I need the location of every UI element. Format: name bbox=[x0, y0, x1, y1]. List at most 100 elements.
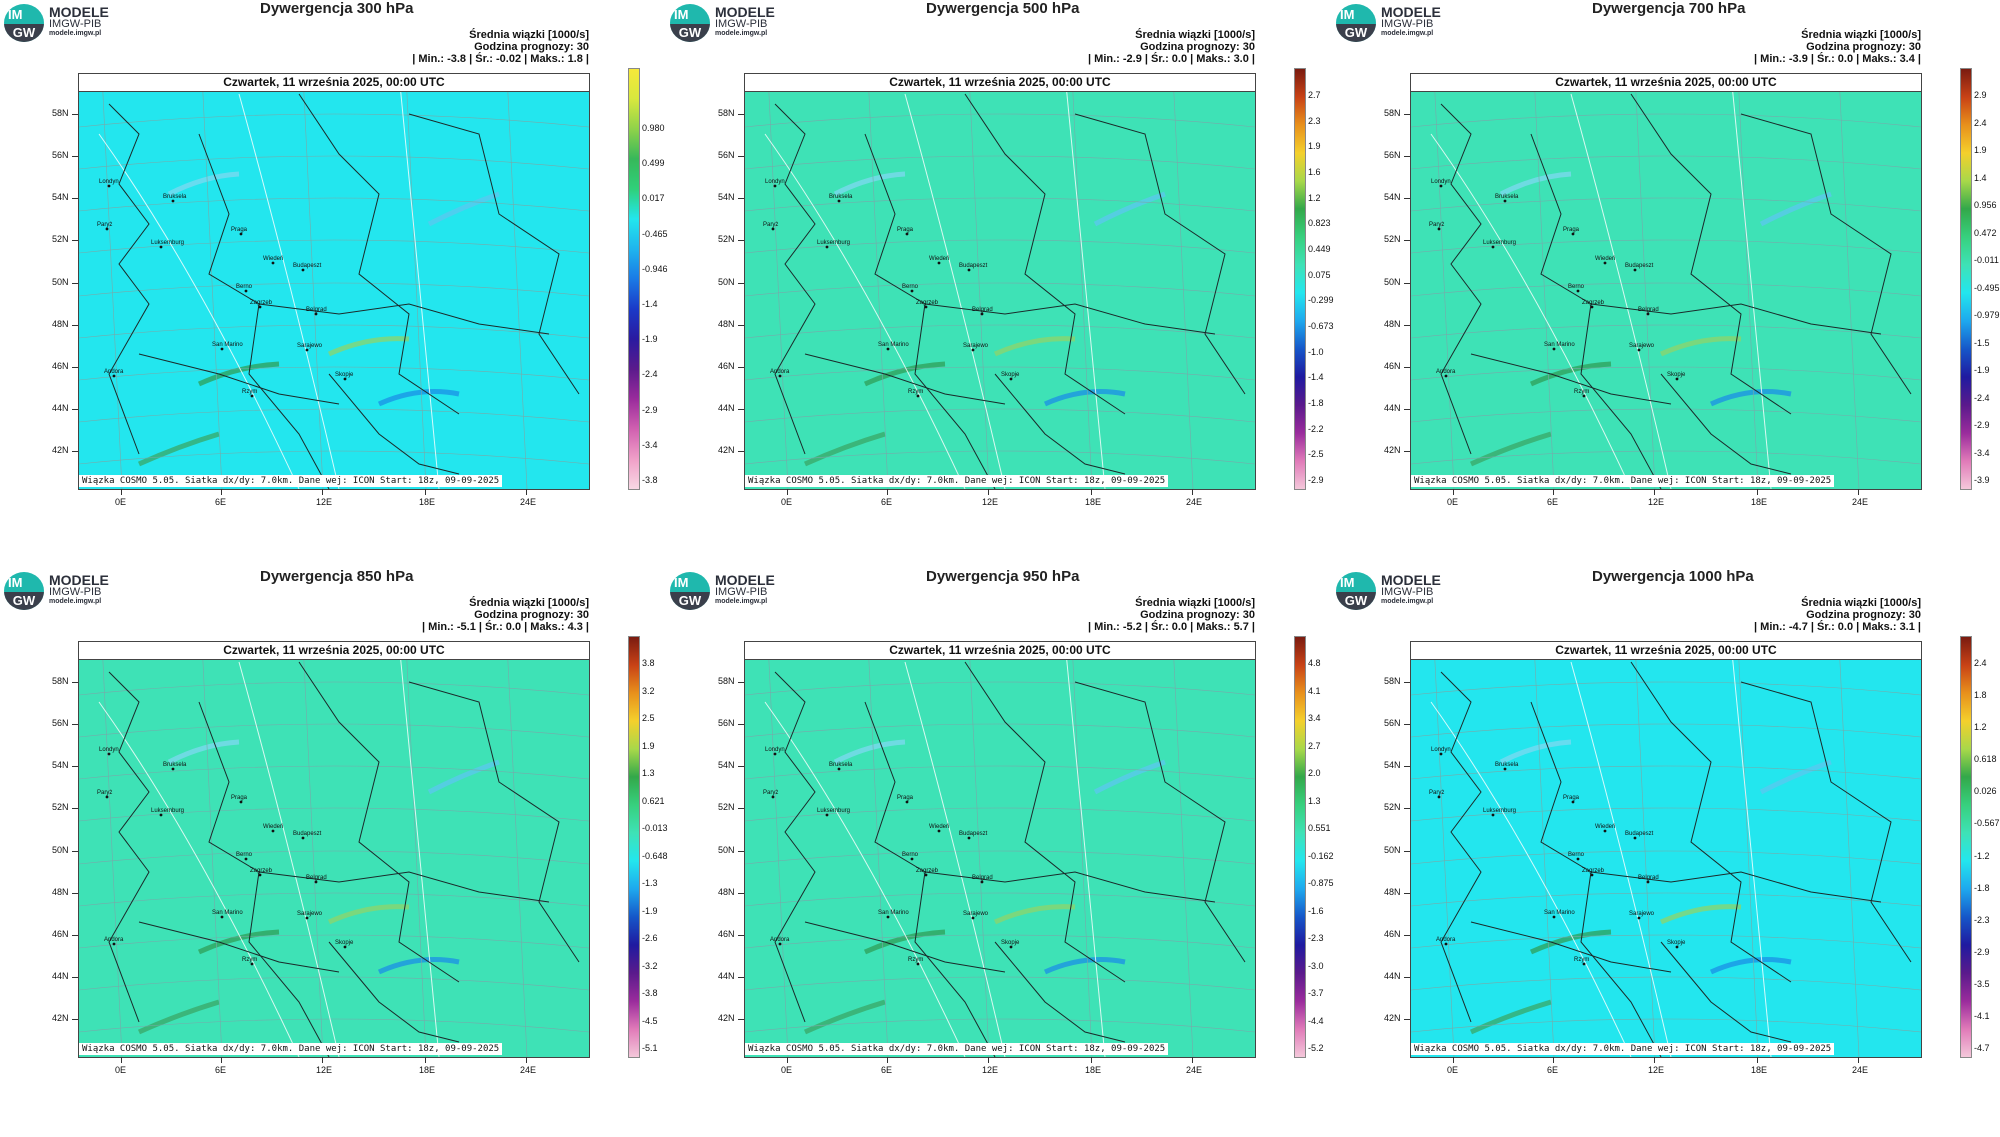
city-label: Berno bbox=[236, 284, 253, 290]
isohypse bbox=[1430, 701, 1632, 1057]
lon-label: 24E bbox=[520, 1065, 537, 1075]
divergence-streak bbox=[1659, 904, 1742, 925]
city-dot bbox=[171, 767, 175, 771]
city-dot bbox=[250, 394, 254, 398]
lat-tick bbox=[738, 766, 744, 767]
lat-tick bbox=[72, 851, 78, 852]
latitude-line bbox=[1411, 450, 1921, 465]
lon-tick bbox=[1654, 489, 1655, 495]
latitude-line bbox=[79, 324, 589, 339]
colorbar-label: 0.980 bbox=[642, 123, 665, 133]
lat-tick bbox=[738, 198, 744, 199]
border-line bbox=[1590, 871, 1882, 903]
lat-tick bbox=[1404, 766, 1410, 767]
lat-label: 48N bbox=[718, 319, 735, 329]
lat-label: 50N bbox=[1384, 277, 1401, 287]
city-label: Budapeszt bbox=[293, 263, 322, 269]
lat-tick bbox=[738, 1019, 744, 1020]
city-label: Belgrad bbox=[1638, 875, 1659, 881]
stats-hour: Godzina prognozy: 30 bbox=[1806, 609, 1921, 621]
logo-im-text: IM bbox=[1340, 575, 1355, 590]
stats-minmax: | Min.: -5.1 | Śr.: 0.0 | Maks.: 4.3 | bbox=[422, 621, 589, 633]
city-label: Londyn bbox=[1431, 747, 1451, 753]
colorbar-label: -4.7 bbox=[1974, 1043, 1990, 1053]
city-label: Paryż bbox=[1429, 790, 1444, 796]
stats-minmax: | Min.: -4.7 | Śr.: 0.0 | Maks.: 3.1 | bbox=[1754, 621, 1921, 633]
longitude-line bbox=[506, 642, 528, 1057]
lat-tick bbox=[72, 367, 78, 368]
city-dot bbox=[159, 813, 163, 817]
divergence-streak bbox=[803, 999, 886, 1035]
lon-tick bbox=[1453, 489, 1454, 495]
border-line bbox=[1740, 113, 1912, 395]
border-line bbox=[298, 93, 460, 415]
lat-tick bbox=[738, 977, 744, 978]
border-line bbox=[408, 681, 580, 963]
colorbar-label: -1.6 bbox=[1308, 905, 1324, 916]
latitude-line bbox=[79, 450, 589, 465]
latitude-line bbox=[745, 1018, 1255, 1033]
lat-tick bbox=[1404, 114, 1410, 115]
lat-tick bbox=[1404, 724, 1410, 725]
colorbar-label: 0.823 bbox=[1308, 218, 1331, 229]
lat-tick bbox=[72, 682, 78, 683]
logo: IM GW MODELE IMGW-PIB modele.imgw.pl bbox=[1334, 568, 1454, 612]
lat-label: 42N bbox=[1384, 1013, 1401, 1023]
city-label: San Marino bbox=[878, 342, 909, 348]
colorbar-label: 2.7 bbox=[1308, 90, 1321, 100]
lon-tick bbox=[988, 489, 989, 495]
lon-label: 0E bbox=[115, 1065, 127, 1075]
panel-title: Dywergencja 700 hPa bbox=[1592, 0, 1746, 17]
city-dot bbox=[258, 305, 262, 309]
lon-label: 6E bbox=[1547, 497, 1559, 507]
lon-tick bbox=[787, 1057, 788, 1063]
lon-label: 24E bbox=[1186, 1065, 1203, 1075]
city-label: San Marino bbox=[878, 910, 909, 916]
longitude-line bbox=[506, 74, 528, 489]
divergence-streak bbox=[1709, 957, 1792, 975]
city-dot bbox=[244, 289, 248, 293]
logo-line1: MODELE bbox=[49, 572, 109, 588]
lat-label: 50N bbox=[1384, 845, 1401, 855]
lon-tick bbox=[1858, 1057, 1859, 1063]
colorbar-label: -3.8 bbox=[642, 475, 658, 485]
stats-minmax: | Min.: -5.2 | Śr.: 0.0 | Maks.: 5.7 | bbox=[1088, 621, 1255, 633]
latitude-line bbox=[1411, 850, 1921, 865]
city-dot bbox=[771, 227, 775, 231]
city-label: Londyn bbox=[1431, 179, 1451, 185]
city-dot bbox=[910, 857, 914, 861]
lat-tick bbox=[72, 114, 78, 115]
lat-label: 46N bbox=[52, 361, 69, 371]
lon-label: 18E bbox=[419, 497, 436, 507]
divergence-streak bbox=[197, 361, 280, 387]
city-dot bbox=[314, 880, 318, 884]
colorbar-label: 1.4 bbox=[1974, 172, 1987, 183]
city-label: Rzym bbox=[242, 389, 257, 395]
city-label: Luksemburg bbox=[817, 808, 850, 814]
longitude-line bbox=[1071, 74, 1093, 489]
city-label: San Marino bbox=[1544, 342, 1575, 348]
stats-minmax: | Min.: -3.8 | Śr.: -0.02 | Maks.: 1.8 | bbox=[412, 53, 589, 65]
lat-tick bbox=[72, 198, 78, 199]
latitude-line bbox=[79, 197, 589, 212]
border-line bbox=[258, 303, 550, 335]
lat-label: 48N bbox=[1384, 887, 1401, 897]
city-label: Paryż bbox=[97, 222, 112, 228]
border-line bbox=[138, 353, 340, 405]
city-label: Bruksela bbox=[1495, 194, 1519, 200]
city-dot bbox=[771, 795, 775, 799]
city-label: Sarajewo bbox=[1629, 911, 1655, 917]
longitude-line bbox=[1071, 642, 1093, 1057]
field-background bbox=[745, 74, 1255, 489]
lat-tick bbox=[72, 766, 78, 767]
date-header: Czwartek, 11 września 2025, 00:00 UTC bbox=[1410, 641, 1922, 660]
logo-line2: IMGW-PIB bbox=[1381, 586, 1434, 598]
border-line bbox=[1630, 661, 1792, 983]
colorbar bbox=[1960, 68, 1972, 490]
lat-tick bbox=[738, 851, 744, 852]
city-dot bbox=[105, 795, 109, 799]
divergence-streak bbox=[1759, 759, 1832, 795]
lat-tick bbox=[738, 283, 744, 284]
isohypse bbox=[904, 661, 1006, 1057]
border-line bbox=[1074, 681, 1246, 963]
